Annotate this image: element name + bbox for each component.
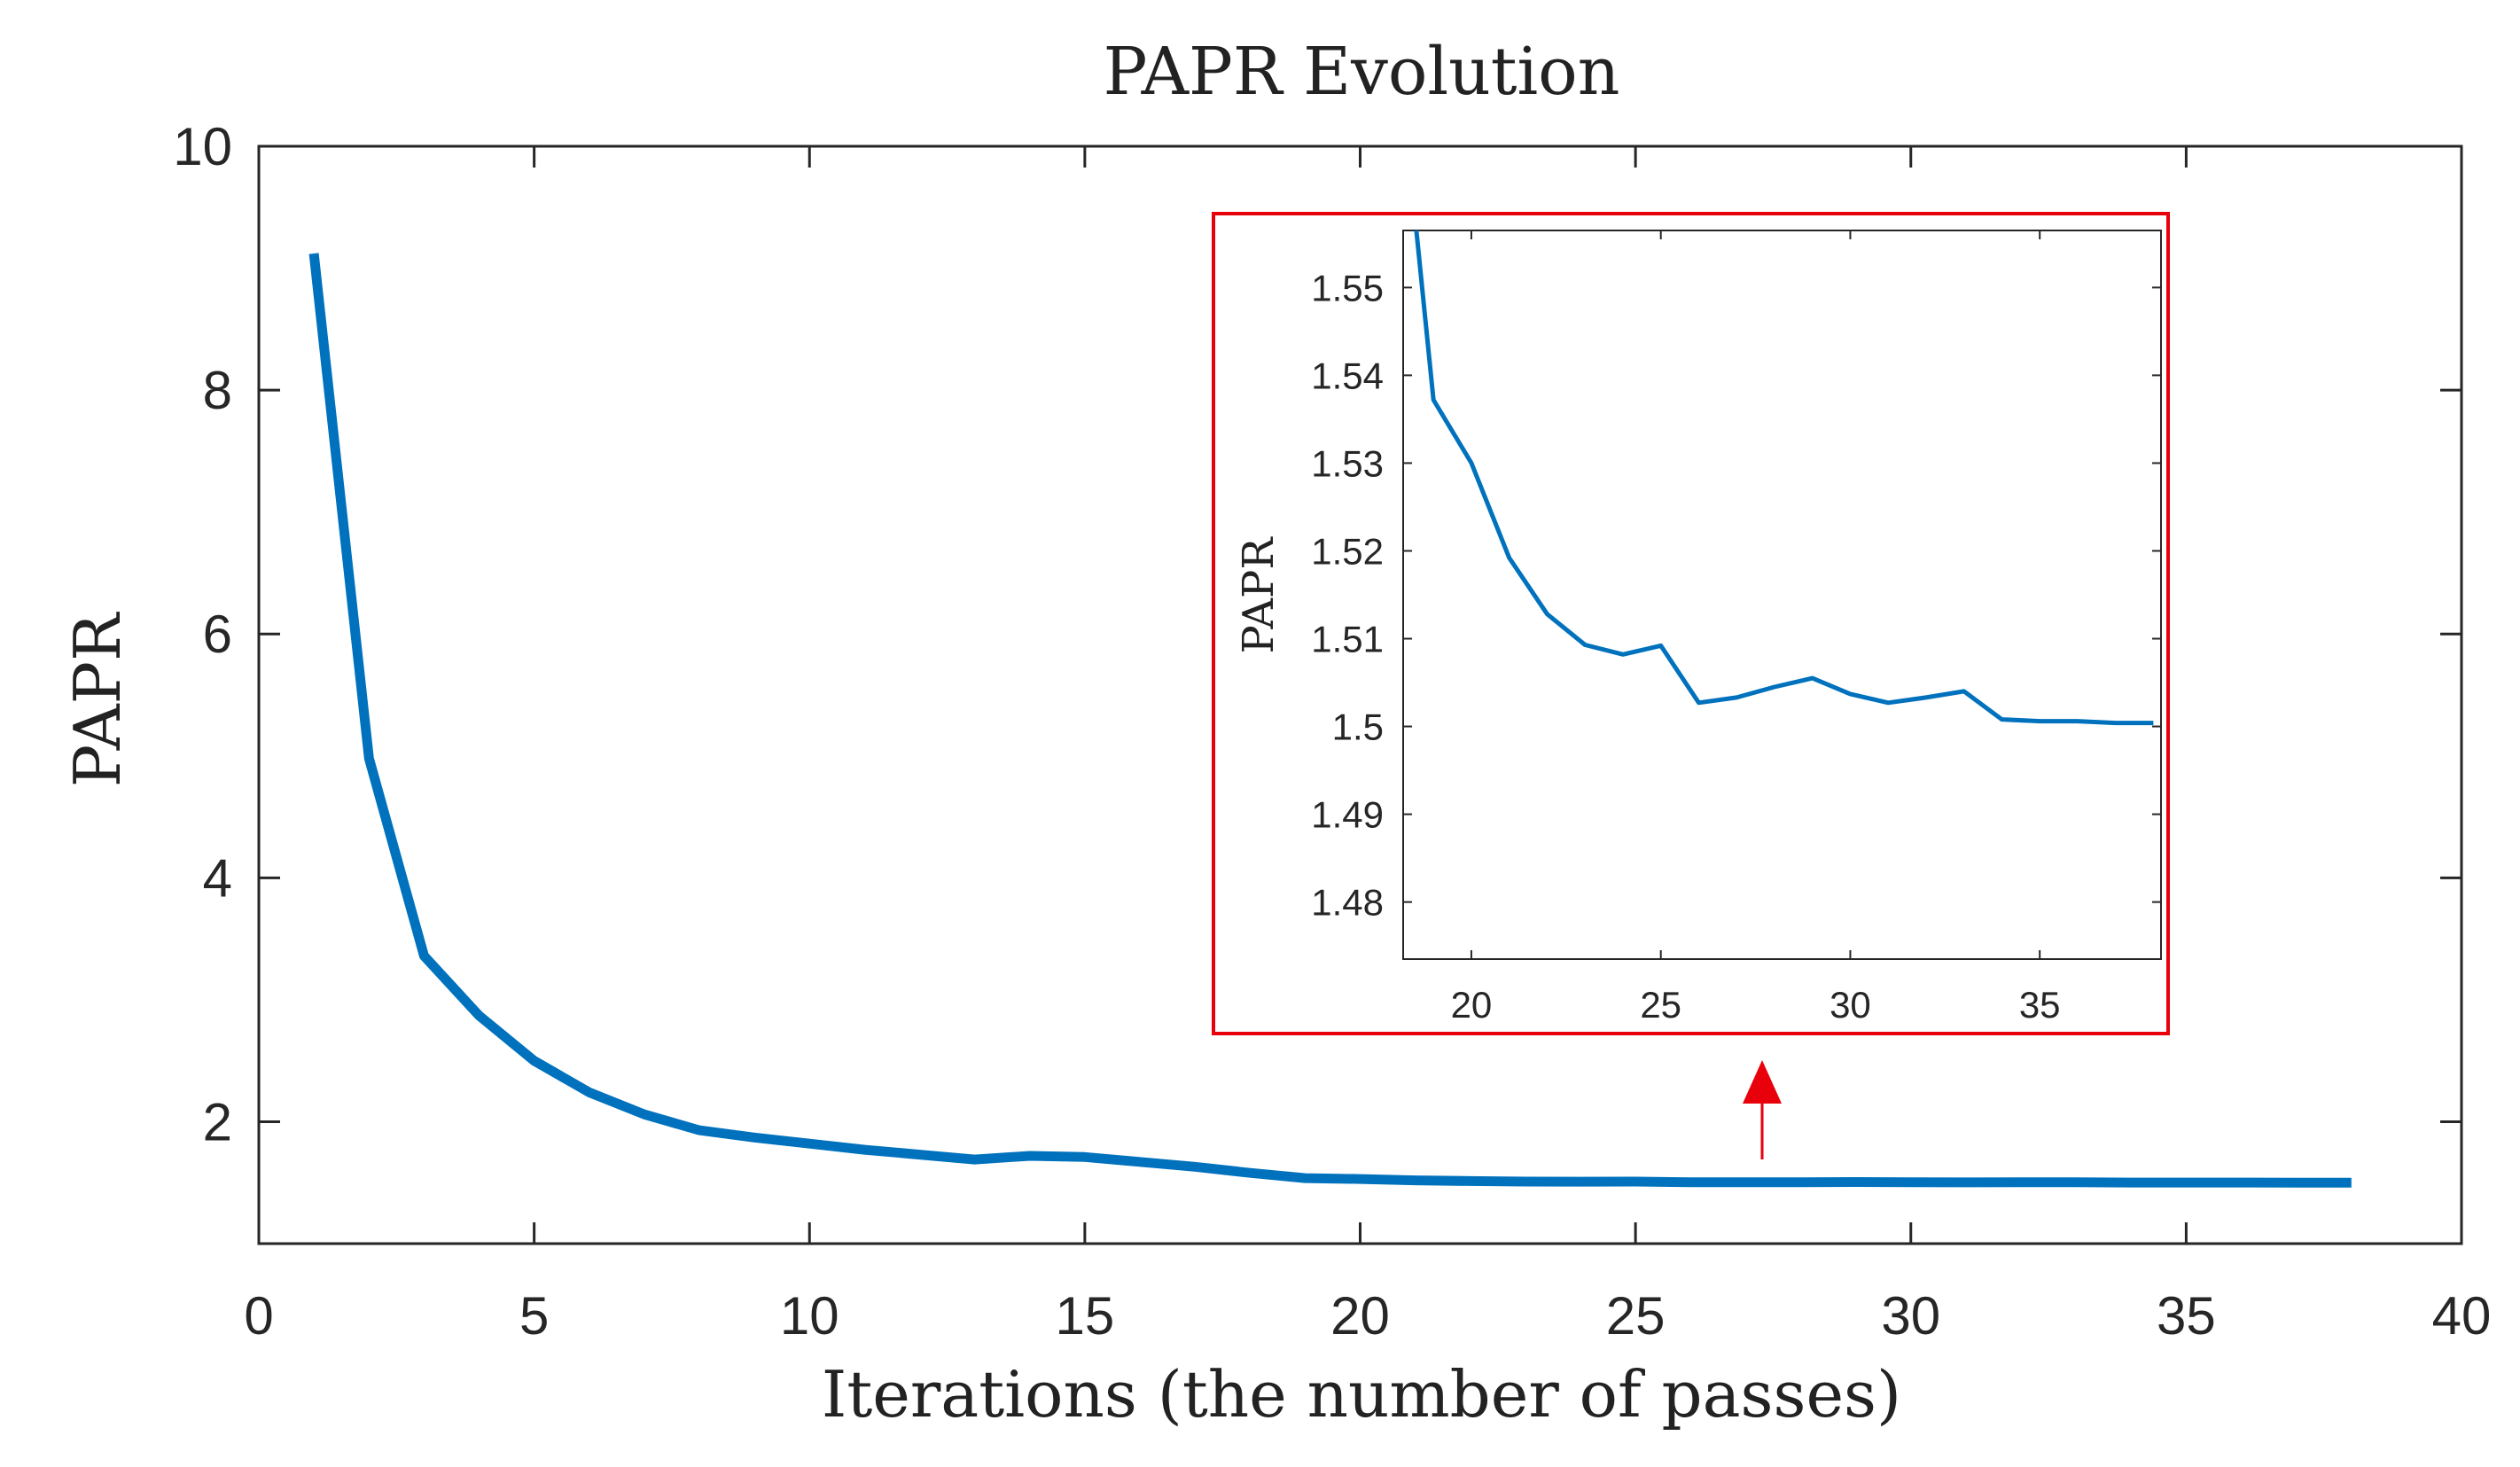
inset-tick-labels: 20 25 30 35 1.48 1.49 1.5 1.51 1.52 1.53 1.54 1.55 <box>1311 267 2060 1026</box>
inset-y-tick-label: 1.48 <box>1311 882 1384 924</box>
inset-x-tick-label: 25 <box>1640 984 1681 1026</box>
y-tick-label: 8 <box>203 361 232 420</box>
inset-y-tick-label: 1.55 <box>1311 267 1384 308</box>
zoom-arrow-head <box>1743 1060 1782 1104</box>
x-tick-label: 35 <box>2157 1286 2216 1346</box>
main-axes: 0 5 10 15 20 25 30 35 40 2 4 6 8 10 <box>173 117 2491 1346</box>
x-tick-label: 25 <box>1606 1286 1666 1346</box>
x-tick-label: 40 <box>2432 1286 2492 1346</box>
inset-y-tick-label: 1.5 <box>1332 706 1384 748</box>
inset-ticks <box>1403 230 2161 959</box>
inset-y-tick-label: 1.51 <box>1311 619 1384 660</box>
x-tick-label: 30 <box>1881 1286 1940 1346</box>
x-tick-label: 0 <box>244 1286 273 1346</box>
x-tick-label: 15 <box>1056 1286 1115 1346</box>
y-tick-label: 4 <box>203 848 232 908</box>
inset-y-tick-label: 1.49 <box>1311 794 1384 836</box>
chart-title: PAPR Evolution <box>1104 34 1620 110</box>
zoom-arrow <box>1743 1060 1782 1159</box>
zoom-box <box>1212 212 2170 1035</box>
main-data-line <box>308 253 2352 1188</box>
y-tick-label: 10 <box>173 117 232 176</box>
main-ticks <box>257 144 2463 1244</box>
y-axis-label: PAPR <box>60 612 135 787</box>
inset-y-tick-label: 1.54 <box>1311 355 1384 396</box>
inset-x-tick-label: 35 <box>2019 984 2061 1026</box>
y-tick-label: 6 <box>203 605 232 664</box>
x-tick-label: 20 <box>1330 1286 1390 1346</box>
x-tick-label: 5 <box>519 1286 549 1346</box>
x-axis-label: Iterations (the number of passes) <box>822 1357 1901 1432</box>
x-tick-label: 10 <box>780 1286 839 1346</box>
zoom-inset: 20 25 30 351.481.491.51.511.521.531.541.55 … <box>1212 212 2170 1035</box>
inset-data-line <box>1414 230 2154 726</box>
inset-y-tick-label: 1.53 <box>1311 442 1384 484</box>
y-tick-label: 2 <box>203 1092 232 1151</box>
inset-y-tick-label: 1.52 <box>1311 530 1384 572</box>
inset-y-axis-label: PAPR <box>1234 536 1283 654</box>
main-tick-labels: 0 5 10 15 20 25 30 35 40 2 4 6 8 10 <box>173 117 2491 1346</box>
inset-x-tick-label: 20 <box>1451 984 1493 1026</box>
inset-plot-frame <box>1402 230 2162 960</box>
inset-x-tick-label: 30 <box>1830 984 1871 1026</box>
